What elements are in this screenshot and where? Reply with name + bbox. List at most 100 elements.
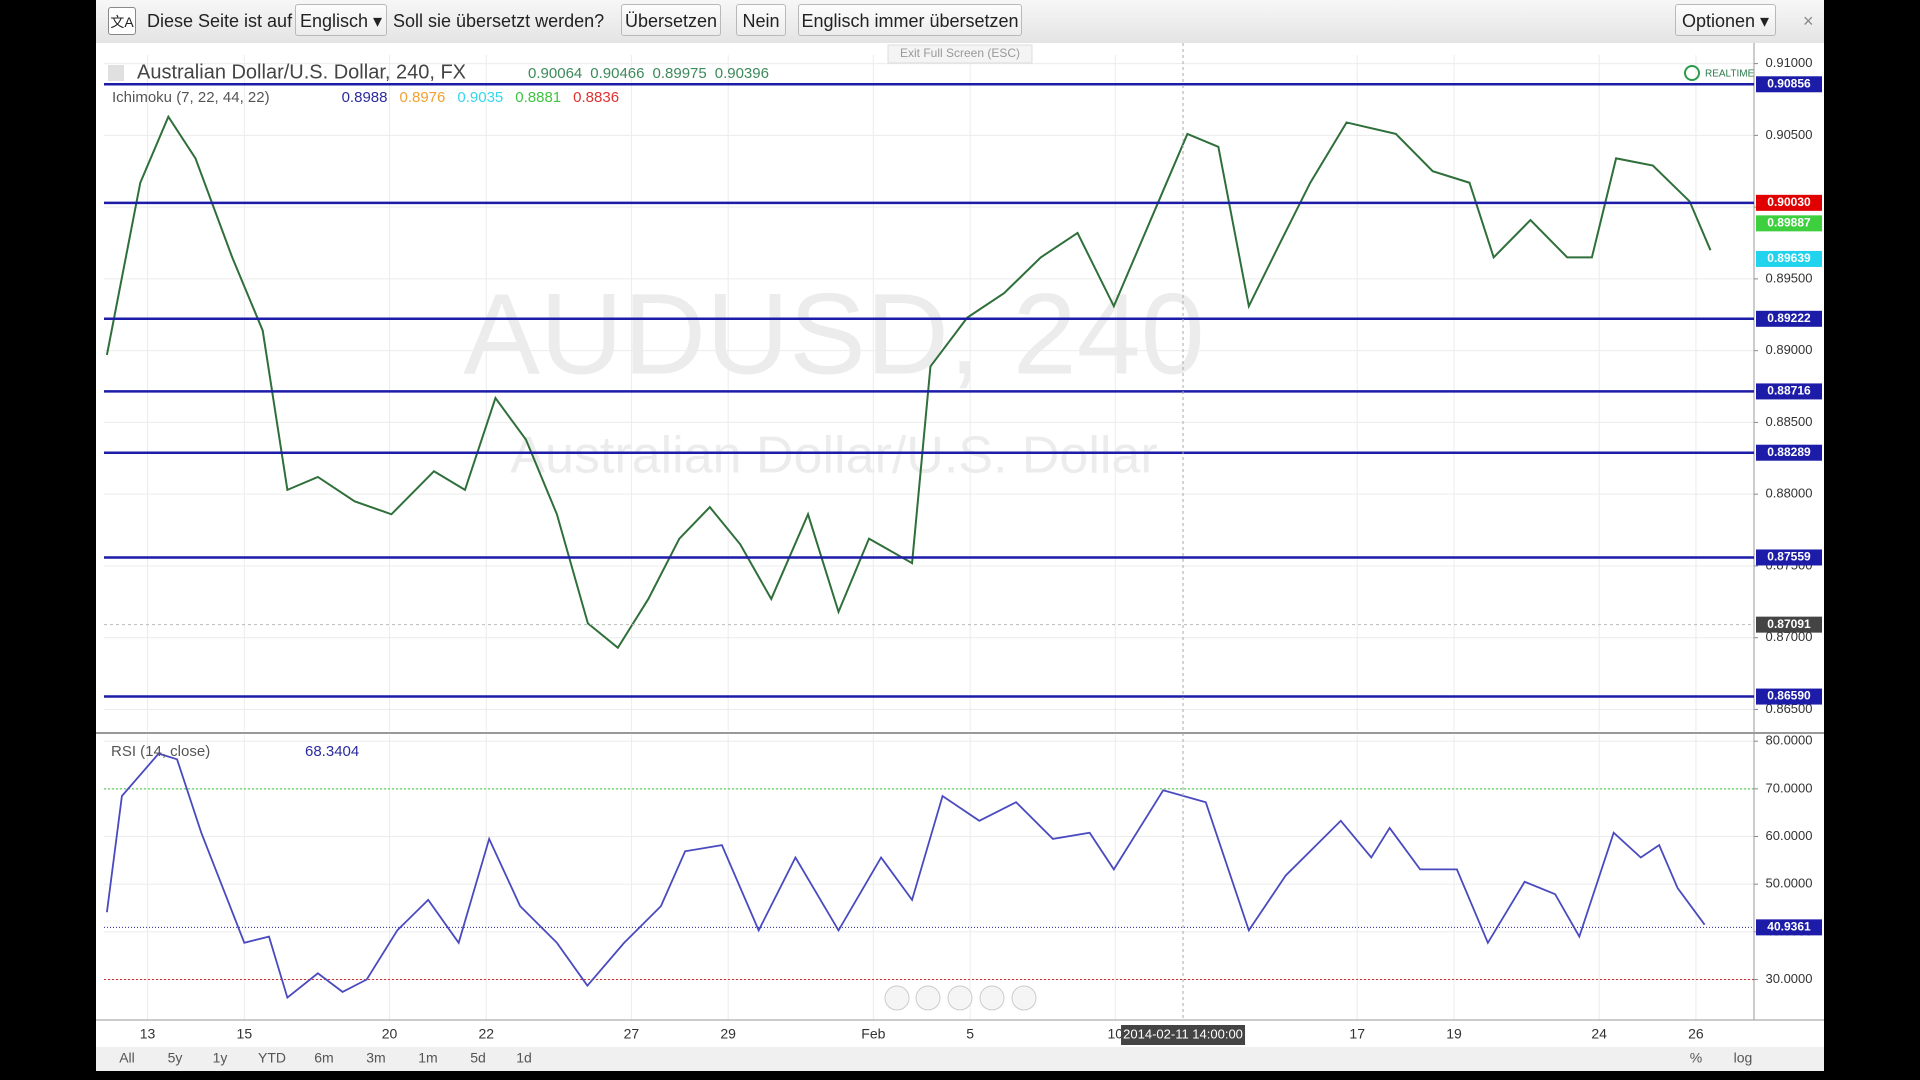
price-badge bbox=[1756, 76, 1822, 93]
y-tick-label: 0.88000 bbox=[1766, 486, 1813, 501]
always-translate-button[interactable]: Englisch immer übersetzen bbox=[798, 4, 1022, 36]
ohlc-value: 0.90396 bbox=[715, 65, 769, 82]
range-button[interactable]: 1d bbox=[516, 1050, 532, 1066]
translate-button[interactable]: Übersetzen bbox=[621, 4, 721, 36]
scale-button[interactable]: log bbox=[1734, 1050, 1753, 1066]
rsi-label: RSI (14, close) bbox=[111, 743, 210, 760]
rsi-tick-label: 30.0000 bbox=[1766, 971, 1813, 986]
watermark-sub: Australian Dollar/U.S. Dollar bbox=[510, 427, 1157, 485]
rsi-tick-label: 50.0000 bbox=[1766, 876, 1813, 891]
price-badge-label: 0.86590 bbox=[1767, 689, 1811, 703]
options: Optionen bbox=[1681, 11, 1755, 31]
x-tick-label: 24 bbox=[1591, 1026, 1607, 1042]
x-tick-label: 29 bbox=[720, 1026, 736, 1042]
x-tick-label: 17 bbox=[1349, 1026, 1365, 1042]
fullscreen-hint-box bbox=[887, 44, 1033, 64]
translate-bar: 文A Diese Seite ist auf Englisch ▾ Soll s… bbox=[96, 0, 1824, 44]
range-button[interactable]: 5y bbox=[168, 1050, 183, 1066]
fullscreen-hint: Exit Full Screen (ESC) bbox=[900, 46, 1020, 60]
price-badge-label: 0.89639 bbox=[1767, 251, 1811, 265]
translate-question: Soll sie übersetzt werden? bbox=[393, 11, 605, 31]
price-badge bbox=[1756, 549, 1822, 566]
translate-icon: 文A bbox=[108, 7, 136, 35]
price-badge-label: 0.90856 bbox=[1767, 76, 1811, 90]
y-tick-label: 0.91000 bbox=[1766, 55, 1813, 70]
price-badge-label: 0.87559 bbox=[1767, 550, 1811, 564]
price-badge-label: 0.89887 bbox=[1767, 216, 1811, 230]
price-badge bbox=[1756, 310, 1822, 327]
realtime-icon bbox=[1684, 65, 1700, 81]
x-tick-label: 22 bbox=[478, 1026, 494, 1042]
zoom-control[interactable] bbox=[884, 985, 910, 1011]
crosshair-price-badge bbox=[1756, 616, 1822, 633]
language-select[interactable]: Englisch ▾ bbox=[295, 4, 387, 36]
y-tick-label: 0.87000 bbox=[1766, 629, 1813, 644]
rsi-value: 68.3404 bbox=[305, 743, 359, 760]
range-button[interactable]: 1y bbox=[213, 1050, 228, 1066]
rsi-line bbox=[106, 752, 1706, 1000]
ohlc-value: 0.90466 bbox=[590, 65, 644, 82]
indicator-value: 0.8976 bbox=[399, 89, 445, 106]
x-tick-label: 15 bbox=[237, 1026, 253, 1042]
price-badge bbox=[1756, 383, 1822, 400]
rsi-badge-label: 40.9361 bbox=[1767, 920, 1811, 934]
y-tick-label: 0.90500 bbox=[1766, 127, 1813, 142]
range-button[interactable]: 6m bbox=[314, 1050, 333, 1066]
crosshair-date-badge bbox=[1121, 1025, 1246, 1045]
range-button[interactable]: 1m bbox=[418, 1050, 437, 1066]
x-tick-label: 5 bbox=[966, 1026, 974, 1042]
x-tick-label: 26 bbox=[1688, 1026, 1704, 1042]
rsi-tick-label: 80.0000 bbox=[1766, 733, 1813, 748]
y-tick-label: 0.89500 bbox=[1766, 270, 1813, 285]
price-badge bbox=[1756, 194, 1822, 211]
y-tick-label: 0.86500 bbox=[1766, 701, 1813, 716]
zoom-control[interactable] bbox=[979, 985, 1005, 1011]
price-badge bbox=[1756, 215, 1822, 232]
range-button[interactable]: 3m bbox=[366, 1050, 385, 1066]
zoom-control[interactable] bbox=[915, 985, 941, 1011]
realtime: REALTIME bbox=[1705, 69, 1755, 80]
rsi-tick-label: 70.0000 bbox=[1766, 780, 1813, 795]
ohlc-value: 0.89975 bbox=[653, 65, 707, 82]
chart: AUDUSD, 240 Australian Dollar/U.S. Dollar… bbox=[96, 43, 1824, 1071]
x-tick-label: 27 bbox=[624, 1026, 640, 1042]
no-button[interactable]: Nein bbox=[736, 4, 786, 36]
ohlc-value: 0.90064 bbox=[528, 65, 582, 82]
indicator-value: 0.8836 bbox=[573, 89, 619, 106]
close-button[interactable]: × bbox=[1803, 11, 1814, 31]
price-badge bbox=[1756, 444, 1822, 461]
range-button[interactable]: 5d bbox=[470, 1050, 486, 1066]
indicator-value: 0.8881 bbox=[515, 89, 561, 106]
rsi-badge bbox=[1756, 919, 1822, 936]
crosshair-date: 2014-02-11 14:00:00 bbox=[1123, 1026, 1243, 1041]
zoom-control[interactable] bbox=[947, 985, 973, 1011]
range-bar bbox=[96, 1047, 1824, 1071]
x-tick-label: 20 bbox=[382, 1026, 398, 1042]
price-badge-label: 0.90030 bbox=[1767, 195, 1811, 209]
x-tick-label: 13 bbox=[140, 1026, 156, 1042]
range-button[interactable]: All bbox=[119, 1050, 135, 1066]
x-tick-label: 10 bbox=[1108, 1026, 1124, 1042]
crosshair-price: 0.87091 bbox=[1767, 617, 1811, 631]
x-tick-label: Feb bbox=[861, 1026, 885, 1042]
price-badge-label: 0.89222 bbox=[1767, 311, 1811, 325]
symbol-icon bbox=[108, 65, 124, 81]
range-button[interactable]: YTD bbox=[258, 1050, 286, 1066]
scale-button[interactable]: % bbox=[1690, 1050, 1702, 1066]
rsi-tick-label: 60.0000 bbox=[1766, 828, 1813, 843]
translate-prefix: Diese Seite ist auf bbox=[147, 11, 293, 31]
zoom-control[interactable] bbox=[1011, 985, 1037, 1011]
price-badge-label: 0.88716 bbox=[1767, 384, 1811, 398]
indicator-label: Ichimoku (7, 22, 44, 22) bbox=[112, 89, 270, 106]
indicator-value: 0.8988 bbox=[342, 89, 388, 106]
y-tick-label: 0.88500 bbox=[1766, 414, 1813, 429]
price-badge-label: 0.88289 bbox=[1767, 445, 1811, 459]
language: Englisch bbox=[299, 11, 368, 31]
options-button[interactable]: Optionen ▾ bbox=[1675, 4, 1776, 36]
indicator-value: 0.9035 bbox=[457, 89, 503, 106]
chart-title: Australian Dollar/U.S. Dollar, 240, FX bbox=[137, 61, 466, 83]
x-tick-label: 19 bbox=[1446, 1026, 1462, 1042]
price-badge bbox=[1756, 688, 1822, 705]
price-badge bbox=[1756, 250, 1822, 267]
